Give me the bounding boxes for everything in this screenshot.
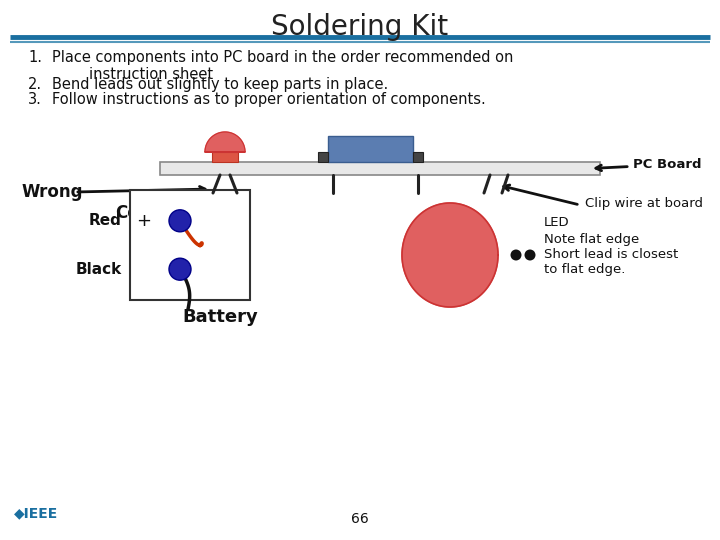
Text: Red: Red bbox=[89, 213, 122, 228]
Text: to flat edge.: to flat edge. bbox=[544, 264, 626, 276]
Text: Short lead is closest: Short lead is closest bbox=[544, 247, 678, 260]
Text: 66: 66 bbox=[351, 512, 369, 526]
Circle shape bbox=[169, 210, 191, 232]
Text: Clip wire at board: Clip wire at board bbox=[585, 197, 703, 210]
Polygon shape bbox=[402, 203, 498, 307]
Bar bbox=[318, 152, 328, 162]
Bar bbox=[212, 152, 238, 162]
Text: Place components into PC board in the order recommended on
        instruction s: Place components into PC board in the or… bbox=[52, 50, 513, 83]
Circle shape bbox=[510, 249, 521, 260]
Bar bbox=[328, 136, 413, 162]
Text: Correct: Correct bbox=[115, 204, 184, 222]
Text: Battery: Battery bbox=[182, 308, 258, 326]
Text: Wrong: Wrong bbox=[22, 183, 84, 201]
Text: +: + bbox=[137, 212, 151, 230]
Text: ◆IEEE: ◆IEEE bbox=[14, 506, 58, 520]
Text: PC Board: PC Board bbox=[633, 158, 701, 171]
Text: 3.: 3. bbox=[28, 92, 42, 107]
Text: Bend leads out slightly to keep parts in place.: Bend leads out slightly to keep parts in… bbox=[52, 77, 388, 92]
Bar bbox=[130, 190, 250, 300]
Circle shape bbox=[524, 249, 536, 260]
Text: Note flat edge: Note flat edge bbox=[544, 233, 639, 246]
Text: Black: Black bbox=[76, 262, 122, 276]
Text: Follow instructions as to proper orientation of components.: Follow instructions as to proper orienta… bbox=[52, 92, 486, 107]
Text: Soldering Kit: Soldering Kit bbox=[271, 13, 449, 41]
Text: 1.: 1. bbox=[28, 50, 42, 65]
Text: 2.: 2. bbox=[28, 77, 42, 92]
Bar bbox=[160, 162, 600, 175]
Polygon shape bbox=[205, 132, 245, 152]
Text: LED: LED bbox=[544, 217, 570, 230]
Bar bbox=[413, 152, 423, 162]
Circle shape bbox=[169, 258, 191, 280]
